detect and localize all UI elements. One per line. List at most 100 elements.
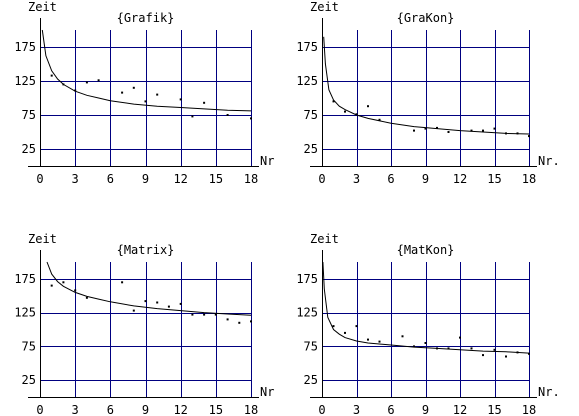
data-point xyxy=(528,352,530,355)
data-point xyxy=(470,347,473,350)
data-point xyxy=(413,129,415,132)
fit-curve xyxy=(41,29,252,112)
data-point xyxy=(226,318,229,321)
data-point xyxy=(62,83,65,86)
data-point xyxy=(203,101,206,104)
y-tick-label: 175 xyxy=(14,272,36,286)
data-point xyxy=(505,355,507,358)
data-point xyxy=(156,301,159,304)
y-tick-label: 75 xyxy=(22,108,36,122)
y-tick-label: 75 xyxy=(304,108,318,122)
data-point xyxy=(85,81,88,84)
x-tick-label: 6 xyxy=(107,172,114,186)
data-point xyxy=(179,302,182,305)
data-point xyxy=(50,284,53,287)
data-point xyxy=(355,325,358,328)
x-axis-label: Nr xyxy=(260,154,274,168)
data-point xyxy=(447,347,450,350)
chart-title: {Grafik} xyxy=(117,11,175,25)
data-point xyxy=(144,100,147,103)
x-axis-label: Nr. xyxy=(538,385,560,399)
data-point xyxy=(121,281,124,284)
chart-panel: 0 3 6 9 12 15 18 25 75 125 175 Zeit Nr {Matrix} xyxy=(14,232,274,416)
data-point xyxy=(367,338,369,341)
data-point xyxy=(436,126,438,129)
x-tick-label: 15 xyxy=(209,172,223,186)
y-tick-label: 25 xyxy=(304,373,318,387)
data-point xyxy=(367,105,369,108)
x-tick-label: 0 xyxy=(36,172,43,186)
x-tick-label: 0 xyxy=(318,172,325,186)
data-point xyxy=(424,342,427,344)
x-tick-label: 15 xyxy=(209,403,223,416)
x-tick-label: 0 xyxy=(36,403,43,416)
x-tick-label: 12 xyxy=(453,172,467,186)
x-tick-label: 15 xyxy=(487,172,501,186)
data-point xyxy=(250,117,252,120)
y-tick-label: 125 xyxy=(14,306,36,320)
data-point xyxy=(470,129,473,132)
data-point xyxy=(516,351,519,354)
data-point xyxy=(482,354,484,357)
x-tick-label: 12 xyxy=(453,403,467,416)
data-point xyxy=(459,336,461,339)
x-tick-label: 6 xyxy=(387,403,394,416)
y-tick-label: 125 xyxy=(14,74,36,88)
chart-title: {Matrix} xyxy=(117,243,175,257)
fit-curve xyxy=(322,261,530,354)
data-point xyxy=(132,86,135,89)
fit-curve xyxy=(46,261,252,316)
data-point xyxy=(447,131,450,133)
data-point xyxy=(132,309,135,312)
data-point xyxy=(156,93,159,96)
data-point xyxy=(413,345,415,348)
data-point xyxy=(250,320,252,323)
x-tick-label: 9 xyxy=(142,172,149,186)
y-tick-label: 175 xyxy=(296,272,318,286)
data-point xyxy=(516,132,519,135)
x-tick-label: 15 xyxy=(487,403,501,416)
data-point xyxy=(85,296,88,299)
data-point xyxy=(355,113,358,116)
chart-title: {MatKon} xyxy=(397,243,455,257)
x-tick-label: 12 xyxy=(173,172,187,186)
data-point xyxy=(378,340,381,343)
data-point xyxy=(344,331,346,334)
y-axis-label: Zeit xyxy=(310,0,339,14)
data-point xyxy=(74,289,77,292)
data-point xyxy=(214,313,217,316)
data-point xyxy=(332,325,335,328)
y-tick-label: 25 xyxy=(22,142,36,156)
data-point xyxy=(191,313,194,316)
data-point xyxy=(424,127,427,130)
x-tick-label: 9 xyxy=(422,172,429,186)
data-point xyxy=(191,115,194,118)
y-tick-label: 25 xyxy=(22,373,36,387)
x-tick-label: 18 xyxy=(522,403,536,416)
x-tick-label: 3 xyxy=(72,403,79,416)
data-point xyxy=(344,110,346,113)
data-point xyxy=(179,98,182,101)
data-point xyxy=(167,305,170,308)
data-point xyxy=(401,335,404,338)
data-point xyxy=(436,347,438,350)
x-axis-label: Nr. xyxy=(538,154,560,168)
y-tick-label: 125 xyxy=(296,74,318,88)
x-tick-label: 3 xyxy=(72,172,79,186)
y-tick-label: 175 xyxy=(14,40,36,54)
x-tick-label: 3 xyxy=(353,403,360,416)
data-point xyxy=(74,89,77,92)
y-tick-label: 25 xyxy=(304,142,318,156)
data-point xyxy=(493,348,496,351)
y-axis-label: Zeit xyxy=(310,232,339,246)
data-point xyxy=(50,74,53,77)
x-tick-label: 6 xyxy=(387,172,394,186)
x-tick-label: 0 xyxy=(318,403,325,416)
data-point xyxy=(238,321,241,324)
x-tick-label: 12 xyxy=(173,403,187,416)
data-point xyxy=(493,127,496,130)
data-point xyxy=(203,313,206,316)
x-tick-label: 6 xyxy=(107,403,114,416)
y-tick-label: 75 xyxy=(304,339,318,353)
